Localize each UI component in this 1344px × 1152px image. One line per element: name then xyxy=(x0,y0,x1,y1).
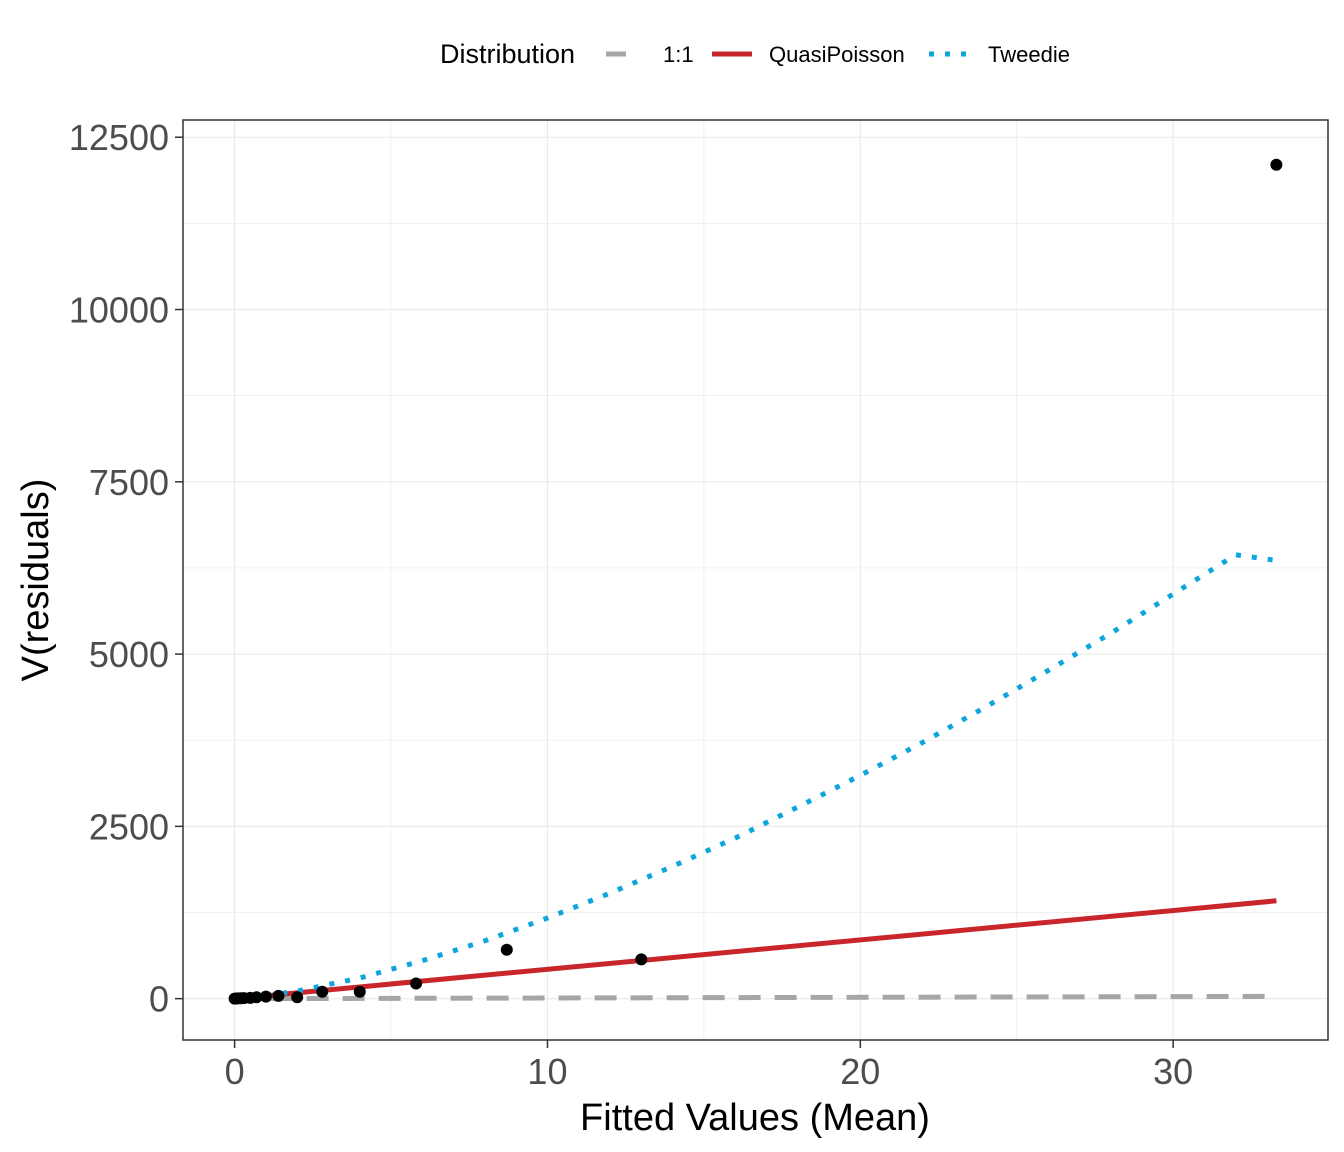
data-point xyxy=(353,985,366,998)
points-layer xyxy=(228,158,1283,1005)
x-tick-label: 30 xyxy=(1153,1051,1193,1092)
data-point xyxy=(272,989,285,1002)
x-tick-label: 20 xyxy=(840,1051,880,1092)
data-point xyxy=(410,977,423,990)
data-point xyxy=(1270,158,1283,171)
legend-title: Distribution xyxy=(440,39,575,69)
panel-border xyxy=(182,119,1329,1041)
x-axis-title: Fitted Values (Mean) xyxy=(580,1097,930,1139)
y-axis: 0 2500 5000 7500 10000 12500 xyxy=(69,117,183,1020)
y-tick-label: 12500 xyxy=(69,117,169,158)
data-point xyxy=(316,985,329,998)
data-point xyxy=(250,991,263,1004)
x-tick-label: 10 xyxy=(527,1051,567,1092)
y-axis-title: V(residuals) xyxy=(15,479,57,682)
series-line-1-1 xyxy=(234,993,1277,1002)
data-point xyxy=(500,943,513,956)
y-tick-label: 0 xyxy=(149,979,169,1020)
grid-minor xyxy=(183,120,1328,1040)
legend-label-tweedie: Tweedie xyxy=(988,42,1070,67)
data-point xyxy=(635,953,648,966)
series-line-tweedie xyxy=(234,552,1277,1002)
legend-label-1-1: 1:1 xyxy=(663,42,694,67)
y-tick-label: 2500 xyxy=(89,806,169,847)
legend: Distribution 1:1 QuasiPoisson Tweedie xyxy=(440,39,1070,69)
legend-label-quasipoisson: QuasiPoisson xyxy=(769,42,905,67)
series-layer xyxy=(234,552,1277,1002)
data-point xyxy=(259,990,272,1003)
y-tick-label: 5000 xyxy=(89,634,169,675)
series-line-quasipoisson xyxy=(234,898,1277,1002)
data-point xyxy=(291,991,304,1004)
y-tick-label: 10000 xyxy=(69,290,169,331)
x-tick-label: 0 xyxy=(225,1051,245,1092)
grid-major xyxy=(183,120,1328,1040)
y-tick-label: 7500 xyxy=(89,462,169,503)
legend-keys: 1:1 QuasiPoisson Tweedie xyxy=(606,42,1070,67)
x-axis: 0 10 20 30 xyxy=(225,1040,1193,1092)
